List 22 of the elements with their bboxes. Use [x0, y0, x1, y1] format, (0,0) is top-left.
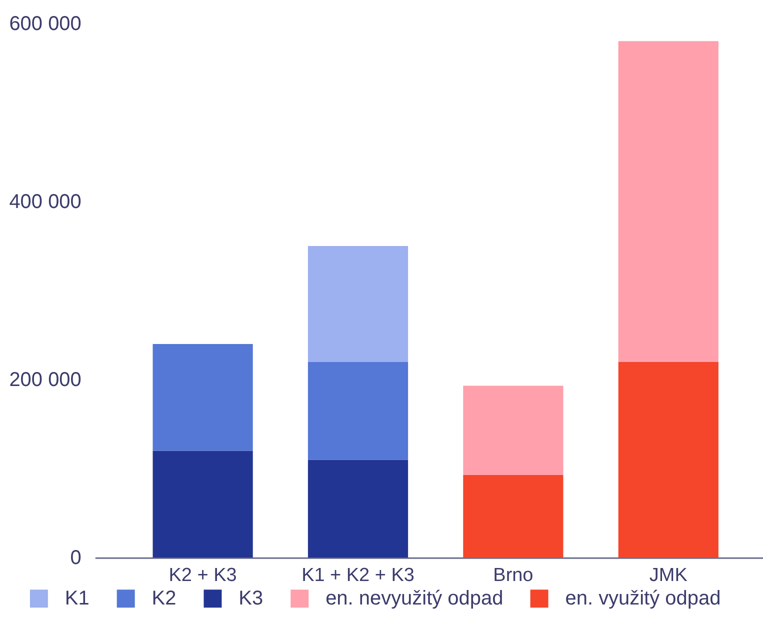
bar — [308, 460, 408, 558]
bar — [308, 362, 408, 460]
x-tick-label: K1 + K2 + K3 — [302, 565, 414, 586]
bar — [463, 474, 564, 558]
y-tick-label: 200 000 — [9, 369, 82, 392]
legend-label: K1 — [64, 588, 90, 610]
legend-label: K2 — [152, 588, 176, 610]
legend-label: en. nevyužitý odpad — [326, 588, 504, 610]
bar — [618, 41, 718, 362]
bar — [308, 246, 408, 362]
bar — [152, 344, 253, 451]
y-tick-label: 0 — [70, 547, 82, 570]
bar — [618, 362, 718, 558]
bar — [152, 450, 253, 558]
bar — [463, 386, 564, 475]
x-tick-label: JMK — [649, 565, 688, 586]
y-tick-label: 400 000 — [9, 190, 82, 213]
x-tick-label: K2 + K3 — [168, 565, 237, 586]
x-tick-label: Brno — [493, 565, 534, 586]
legend-label: K3 — [238, 588, 264, 610]
legend-label: en. využitý odpad — [565, 588, 721, 610]
y-tick-label: 600 000 — [9, 12, 82, 35]
